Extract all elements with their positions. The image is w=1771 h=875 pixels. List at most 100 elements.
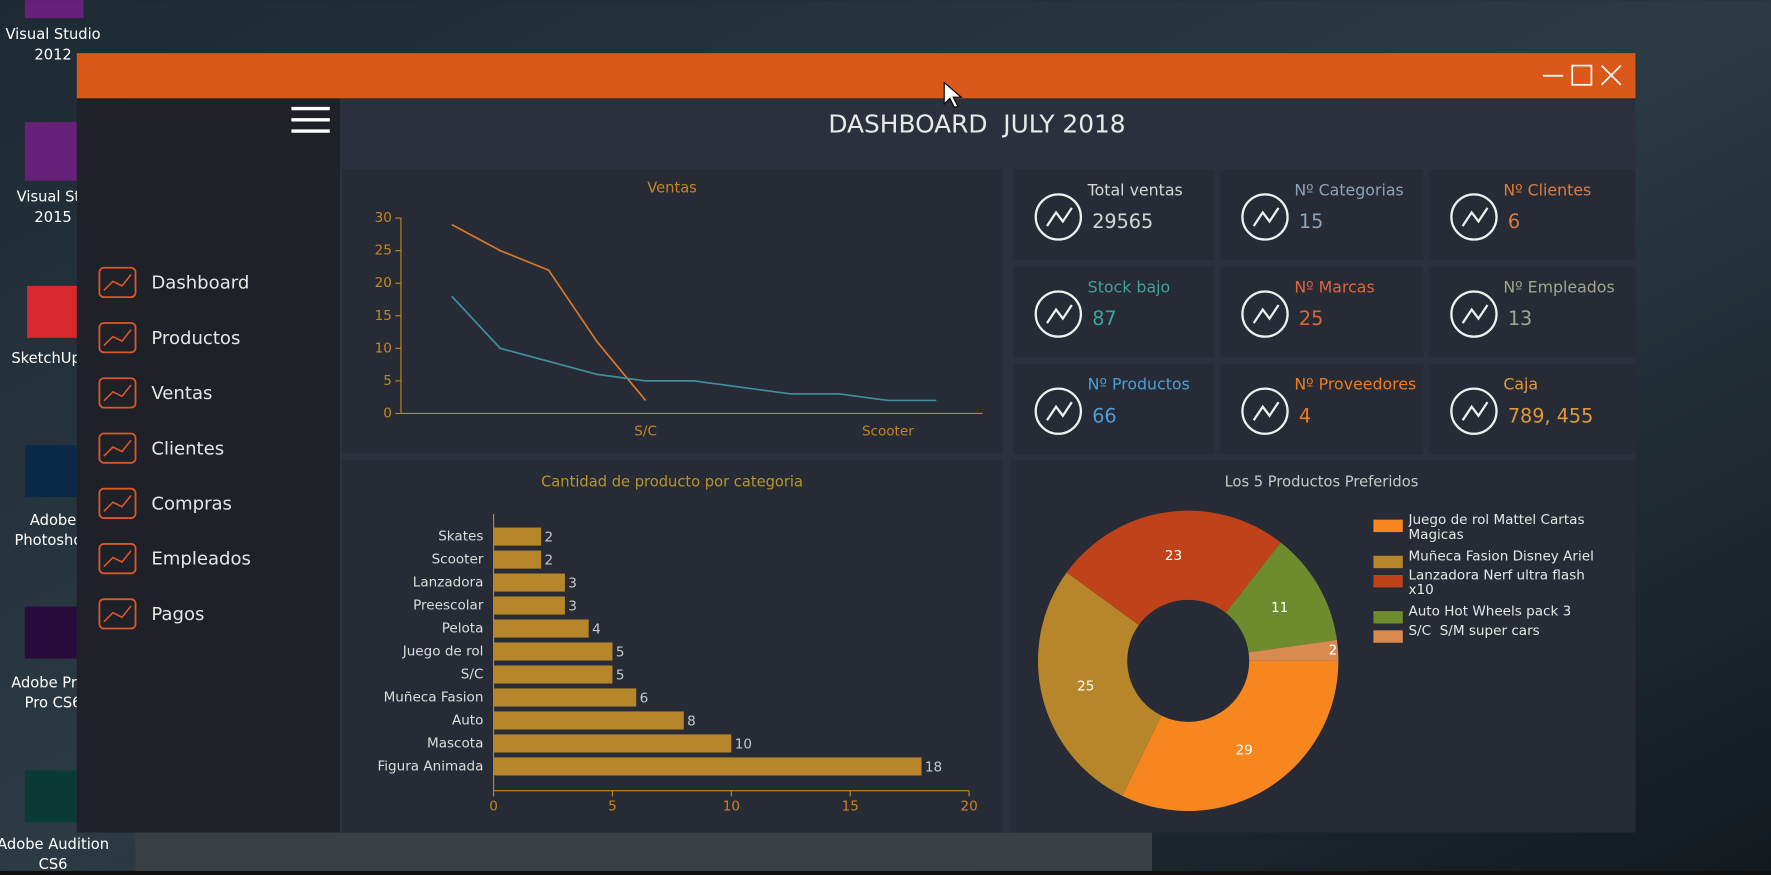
menu-icon [98,487,137,519]
menu-label[interactable]: Compras [151,494,232,515]
menu-label[interactable]: Productos [151,328,240,349]
line-series [451,295,937,402]
menu-item[interactable]: Ventas [98,377,212,409]
mouse-cursor [943,81,963,109]
menu-icon [98,377,137,409]
desktop-icon-label: CS6 [39,856,68,871]
x-tick-label: S/C [634,424,657,440]
legend-swatch [1373,574,1403,588]
menu-label[interactable]: Clientes [151,438,224,459]
menu-label[interactable]: Ventas [151,383,212,404]
value-label: 2 [545,553,554,569]
menu-icon [98,432,137,464]
card-value: 4 [1299,404,1311,427]
value-label: 2 [545,530,554,546]
stat-card [1428,363,1636,455]
category-label: Pelota [442,621,484,637]
slice-label: 29 [1236,742,1253,758]
desktop-icon-label: Adobe Pren [11,674,95,691]
y-tick-label: 10 [375,340,392,356]
slice-label: 2 [1329,643,1338,659]
line-series [451,223,647,401]
legend-swatch [1373,611,1403,624]
card-value: 25 [1299,307,1323,330]
menu-item[interactable]: Pagos [98,598,204,630]
legend-label: Juego de rol Mattel Cartas Magicas [1408,512,1589,543]
menu-label[interactable]: Dashboard [151,273,249,294]
close-button[interactable] [1600,65,1622,86]
title-bar [76,53,1636,99]
x-tick-label: Scooter [862,424,914,440]
menu-icon [103,439,132,457]
card-icon [1252,207,1280,227]
category-label: Mascota [427,735,483,751]
legend-label: Muñeca Fasion Disney Ariel [1408,549,1594,564]
card-label: Nº Categorias [1294,180,1403,199]
desktop-icon-label: SketchUp 2 [11,350,94,367]
hamburger-menu[interactable] [291,106,330,133]
bar [493,596,565,615]
y-tick-label: 30 [375,210,392,226]
bar [493,734,732,753]
slice-label: 11 [1271,600,1288,616]
card-icon [1241,290,1289,338]
audition-icon[interactable] [24,770,77,823]
x-tick-label: 20 [960,799,977,815]
y-tick-label: 0 [383,405,392,421]
menu-item[interactable]: Productos [98,322,240,354]
dashboard-title: DASHBOARD JULY 2018 [828,109,1125,138]
desktop-icon-label: Adobe Audition [0,836,109,853]
desktop-icon-label: Adobe [30,512,76,529]
menu-item[interactable]: Dashboard [98,266,249,299]
value-label: 10 [735,737,752,753]
photoshop-icon[interactable] [24,445,77,498]
card-label: Nº Productos [1088,375,1190,394]
value-label: 18 [925,760,942,776]
vs2015-icon[interactable] [24,122,77,181]
value-label: 6 [640,691,649,707]
desktop-icon-label: 2012 [34,46,71,63]
stat-card [1013,169,1215,260]
sidebar [76,98,340,833]
desktop-icons: Visual Studio 2012 Visual Stu 2015 SketchUp … [0,0,109,873]
menu-item[interactable]: Empleados [98,543,251,575]
pie-slice [1066,510,1281,625]
y-tick-label: 20 [375,275,392,291]
card-label: Caja [1503,375,1538,394]
value-label: 4 [592,622,601,638]
bar [493,688,637,707]
card-value: 789, 455 [1508,404,1593,427]
card-icon [1034,290,1083,338]
bar [493,711,684,730]
stat-card [1219,169,1424,260]
bar [493,527,542,546]
menu-item[interactable]: Compras [98,487,232,519]
card-icon [1450,290,1498,338]
x-tick-label: 15 [842,799,859,815]
stat-card [1013,363,1215,455]
card-icon [1461,401,1489,421]
category-label: Juego de rol [402,644,484,660]
card-icon [1046,207,1073,227]
vs2012-icon[interactable] [24,0,84,19]
bar [493,550,542,569]
card-label: Nº Proveedores [1294,375,1416,394]
card-label: Nº Marcas [1294,278,1374,297]
card-icon [1241,387,1289,435]
category-label: Preescolar [413,598,484,614]
maximize-button[interactable] [1571,64,1593,86]
menu-label[interactable]: Pagos [151,604,204,625]
menu-item[interactable]: Clientes [98,432,224,464]
premiere-icon[interactable] [24,606,77,659]
card-value: 66 [1092,404,1116,427]
menu-icon [98,266,137,299]
menu-icon [98,322,137,354]
card-value: 6 [1508,210,1520,233]
card-label: Nº Clientes [1503,180,1591,199]
slice-label: 25 [1077,678,1094,694]
bar [493,573,565,592]
menu-label[interactable]: Empleados [151,549,251,570]
sketchup-icon[interactable] [27,285,80,338]
legend-entry: S/C S/M super cars [1408,624,1539,638]
value-label: 3 [568,599,577,615]
